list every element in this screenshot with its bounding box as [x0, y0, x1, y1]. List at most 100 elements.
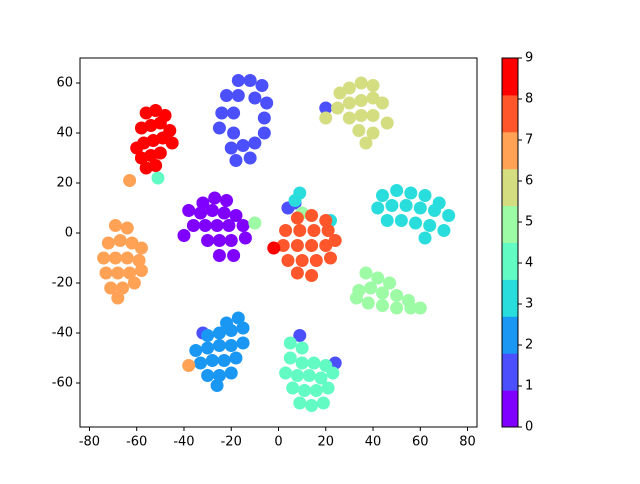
point — [198, 219, 212, 232]
point — [177, 229, 191, 242]
point — [231, 311, 245, 325]
point — [212, 326, 226, 340]
point — [390, 289, 404, 302]
point — [201, 341, 215, 355]
point — [260, 96, 274, 110]
point — [248, 136, 262, 150]
point — [354, 109, 368, 122]
x-tick-label: 80 — [459, 435, 476, 450]
point — [257, 126, 271, 140]
point — [305, 239, 319, 252]
point — [224, 141, 238, 155]
colorbar-segment — [502, 131, 518, 170]
point — [290, 211, 304, 225]
point — [165, 136, 179, 150]
point — [364, 281, 378, 295]
point — [349, 291, 363, 305]
point — [151, 171, 165, 185]
point — [97, 251, 111, 265]
point — [380, 116, 394, 130]
point — [212, 249, 226, 262]
point — [104, 281, 118, 295]
point — [305, 269, 319, 282]
colorbar-segment — [502, 353, 518, 391]
point — [383, 276, 397, 290]
point — [371, 201, 385, 215]
point — [305, 399, 319, 412]
point — [319, 101, 333, 115]
colorbar-tick-label: 0 — [525, 420, 533, 435]
point — [212, 339, 226, 352]
point — [423, 219, 437, 232]
point — [404, 186, 418, 200]
point — [326, 366, 340, 380]
point — [210, 379, 224, 392]
point — [354, 94, 368, 107]
point — [257, 111, 271, 125]
point — [328, 234, 342, 247]
point — [99, 266, 113, 280]
point — [295, 356, 309, 370]
point — [236, 139, 250, 152]
colorbar-tick-label: 6 — [525, 174, 533, 189]
point — [243, 151, 257, 165]
x-tick-label: 0 — [274, 435, 282, 450]
colorbar-tick-label: 7 — [525, 133, 533, 148]
point — [236, 321, 250, 335]
point — [302, 369, 316, 382]
point — [295, 341, 309, 355]
point — [134, 241, 148, 255]
point — [342, 81, 356, 95]
point — [205, 354, 219, 367]
point — [290, 239, 304, 252]
x-tick-label: 60 — [412, 435, 429, 450]
point — [279, 224, 293, 237]
point — [413, 301, 427, 315]
point — [120, 251, 134, 265]
point — [217, 206, 231, 220]
point — [120, 221, 134, 235]
point — [101, 236, 115, 250]
point — [212, 121, 226, 135]
point — [248, 91, 262, 105]
point — [375, 299, 389, 312]
point — [290, 266, 304, 280]
point — [182, 359, 196, 372]
point — [394, 214, 408, 227]
point — [331, 101, 345, 115]
y-tick-label: 0 — [65, 226, 73, 241]
point — [314, 371, 328, 385]
point — [201, 369, 215, 382]
point — [442, 209, 456, 222]
point — [227, 249, 241, 262]
point — [217, 354, 231, 367]
point — [224, 339, 238, 352]
point — [290, 369, 304, 382]
y-tick-label: 40 — [56, 126, 73, 141]
point — [375, 286, 389, 300]
x-tick-label: 20 — [317, 435, 334, 450]
x-tick-label: -40 — [173, 435, 194, 450]
colorbar-tick-label: 3 — [525, 297, 533, 312]
colorbar-tick-label: 9 — [525, 51, 533, 66]
point — [201, 234, 215, 247]
x-tick-label: 40 — [365, 435, 382, 450]
y-tick-label: -60 — [52, 376, 73, 391]
point — [297, 384, 311, 397]
point — [286, 381, 300, 395]
point — [390, 184, 404, 197]
point — [248, 216, 262, 230]
point — [283, 351, 297, 365]
point — [153, 146, 167, 160]
point — [255, 79, 269, 92]
colorbar-tick-label: 4 — [525, 256, 533, 271]
point — [236, 336, 250, 350]
point — [229, 209, 243, 222]
point — [205, 204, 219, 217]
point — [236, 219, 250, 232]
point — [132, 254, 146, 267]
point — [390, 301, 404, 315]
point — [111, 266, 125, 280]
point — [224, 324, 238, 337]
